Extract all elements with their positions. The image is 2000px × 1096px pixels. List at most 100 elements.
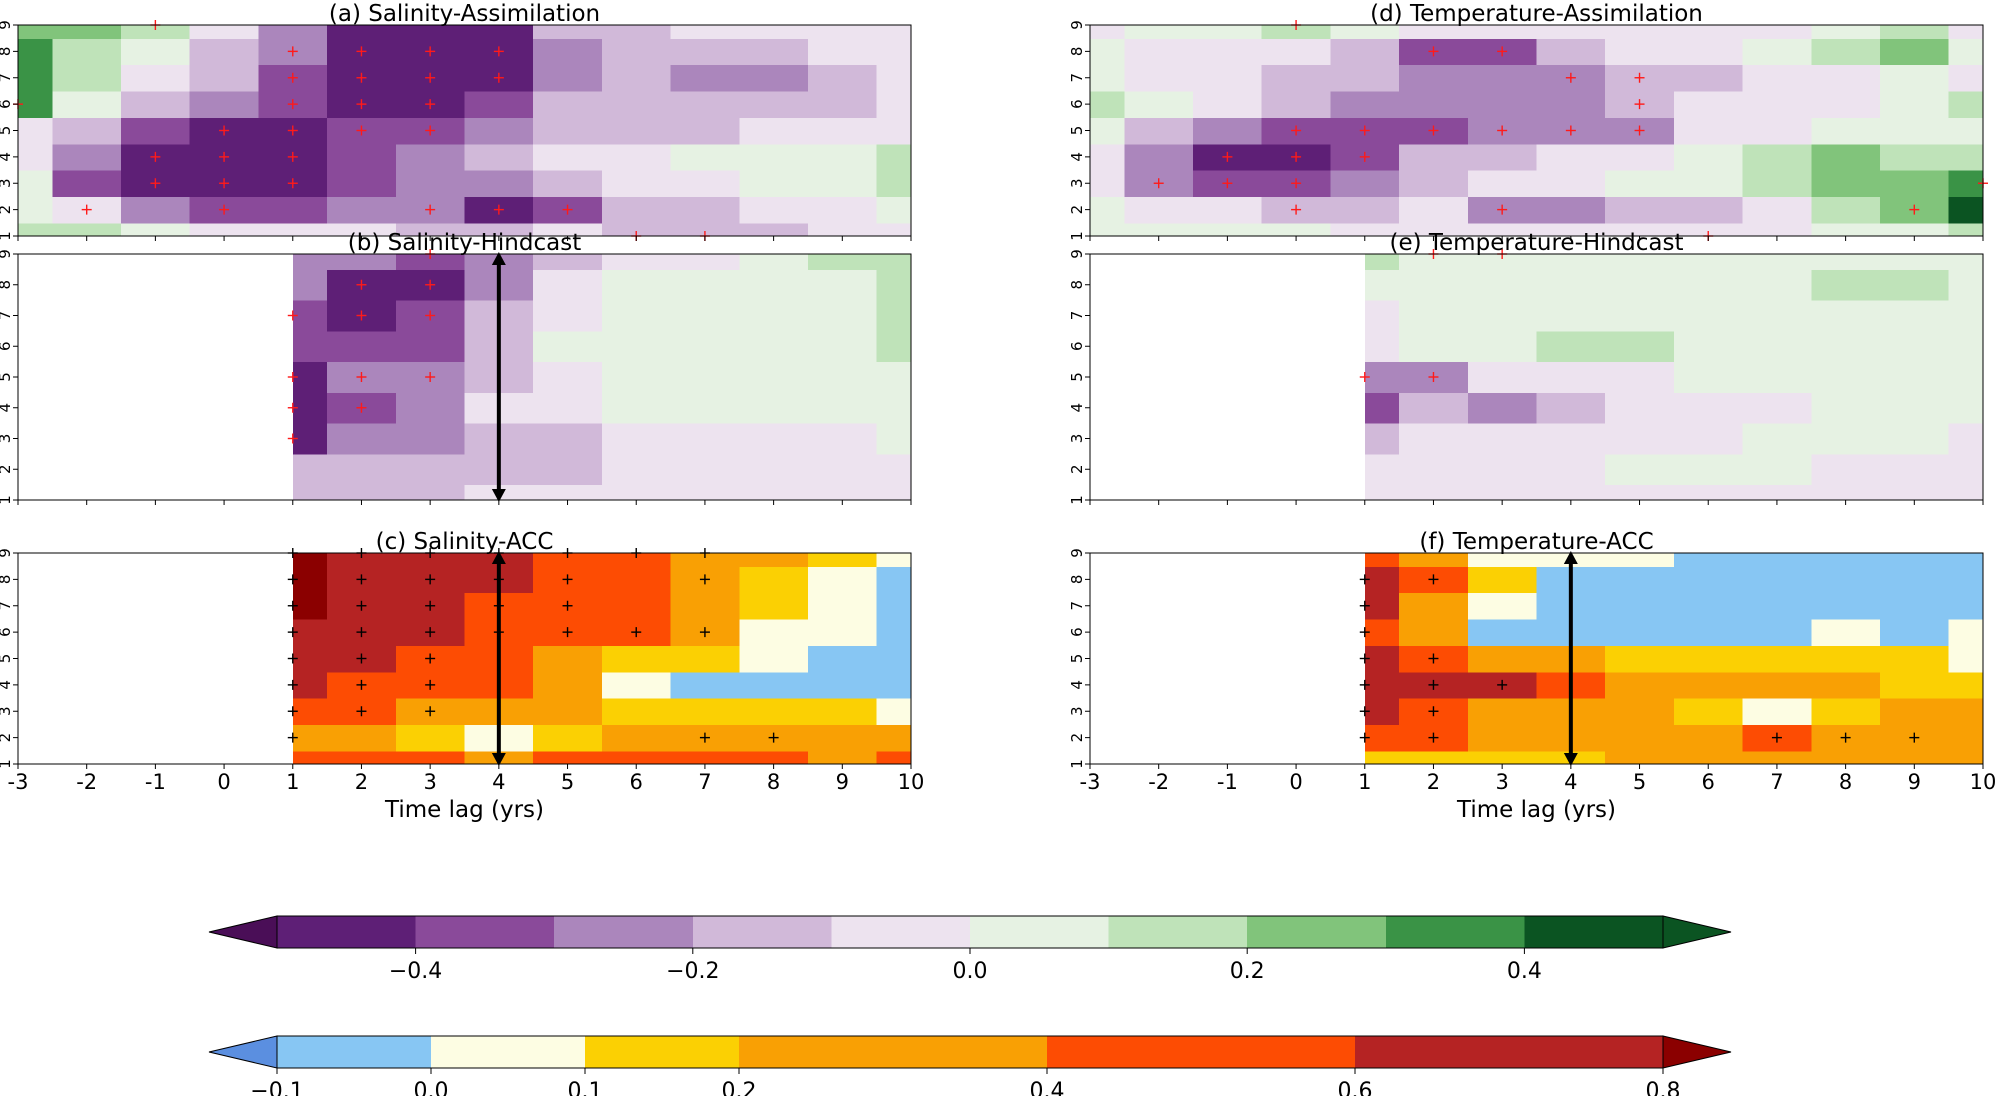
y-tick-label: 1: [0, 759, 14, 769]
heatmap-cell: [1948, 64, 1984, 92]
heatmap-cell: [1090, 222, 1125, 237]
heatmap-cell: [1467, 222, 1538, 237]
heatmap-cell: [1811, 566, 1881, 594]
panel-title: (b) Salinity-Hindcast: [348, 230, 581, 256]
heatmap-cell: [876, 64, 912, 92]
heatmap-cell: [670, 423, 740, 455]
heatmap-cell: [121, 25, 191, 39]
colorbar-extend-low: [208, 1035, 278, 1069]
heatmap-cell: [876, 453, 912, 486]
heatmap-cell: [292, 361, 328, 393]
heatmap-cell: [1811, 618, 1881, 646]
heatmap-cell: [739, 254, 809, 270]
heatmap-cell: [739, 38, 809, 66]
x-tick-label: 4: [1564, 770, 1577, 794]
significance-marker: [631, 627, 642, 638]
heatmap-cell: [1948, 254, 1984, 270]
y-tick-label: 6: [1068, 99, 1086, 109]
heatmap-cell: [1124, 222, 1194, 237]
heatmap-cell: [395, 254, 466, 270]
heatmap-cell: [739, 269, 809, 301]
heatmap-cell: [1605, 25, 1675, 39]
heatmap-cell: [1811, 90, 1881, 118]
heatmap-cell: [1742, 618, 1812, 646]
heatmap-cell: [1948, 553, 1984, 567]
significance-marker: [1359, 574, 1370, 585]
heatmap-cell: [1399, 196, 1469, 224]
heatmap-cell: [1948, 196, 1984, 224]
x-tick-label: 5: [561, 770, 574, 794]
colorbar-seq: −0.1 0.0 0.1 0.2 0.4 0.6 0.8: [208, 1035, 1732, 1096]
heatmap-cell: [1879, 750, 1950, 765]
y-tick-label: 7: [0, 73, 14, 83]
heatmap-cell: [395, 724, 466, 752]
significance-marker: [1909, 204, 1920, 215]
heatmap-cell: [1536, 25, 1606, 39]
significance-marker: [1153, 178, 1164, 189]
heatmap-cell: [121, 117, 191, 145]
significance-marker: [150, 151, 161, 162]
heatmap-cell: [1605, 38, 1675, 66]
significance-marker: [1565, 72, 1576, 83]
y-tick-label: 1: [1068, 759, 1086, 769]
heatmap-cell: [1399, 90, 1469, 118]
significance-marker: [493, 46, 504, 57]
heatmap-cell: [1605, 143, 1675, 171]
heatmap-cell: [876, 222, 912, 237]
heatmap-cell: [327, 143, 397, 171]
heatmap-cell: [1467, 392, 1538, 424]
colorbars: −0.4 −0.2 0.0 0.2 0.4 −0.1 0.0 0.1 0.2 0.4 0.6 0.8: [208, 915, 1732, 1096]
x-tick-label: 0: [217, 770, 230, 794]
heatmap-cell: [1090, 38, 1125, 66]
significance-marker: [493, 204, 504, 215]
heatmap-cell: [292, 645, 328, 673]
heatmap-cell: [876, 196, 912, 224]
heatmap-cell: [395, 170, 466, 198]
heatmap-cell: [1948, 38, 1984, 66]
heatmap-cell: [292, 453, 328, 486]
heatmap-cell: [52, 25, 122, 39]
significance-marker: [1359, 732, 1370, 743]
significance-marker: [1359, 600, 1370, 611]
heatmap-cell: [533, 143, 603, 171]
heatmap-cell: [601, 392, 672, 424]
heatmap-cell: [533, 553, 603, 567]
heatmap-cell: [601, 453, 672, 486]
heatmap-cell: [876, 671, 912, 699]
heatmap-cell: [1948, 423, 1984, 455]
heatmap-cell: [807, 645, 878, 673]
heatmap-cell: [327, 423, 397, 455]
heatmap-cell: [1364, 592, 1400, 620]
y-tick-label: 7: [1068, 73, 1086, 83]
y-tick-label: 2: [0, 733, 14, 743]
heatmap-cell: [601, 566, 672, 594]
heatmap-cell: [876, 645, 912, 673]
heatmap-cell: [807, 117, 878, 145]
heatmap-cell: [1193, 38, 1263, 66]
heatmap-cell: [1811, 553, 1881, 567]
heatmap-cell: [670, 196, 740, 224]
significance-marker: [356, 72, 367, 83]
heatmap-cell: [533, 484, 603, 501]
heatmap-cell: [601, 724, 672, 752]
significance-marker: [699, 574, 710, 585]
heatmap-cell: [1811, 698, 1881, 726]
heatmap-cell: [1536, 300, 1606, 332]
heatmap-cell: [1090, 117, 1125, 145]
heatmap-cell: [1467, 484, 1538, 501]
heatmap-cell: [1536, 330, 1606, 363]
heatmap-cells: [292, 553, 912, 765]
heatmap-cell: [395, 453, 466, 486]
colorbar-segment: [277, 1036, 432, 1068]
heatmap-cell: [670, 671, 740, 699]
heatmap-cell: [1364, 618, 1400, 646]
heatmap-cell: [1742, 330, 1812, 363]
significance-marker: [425, 46, 436, 57]
heatmap-cell: [1467, 330, 1538, 363]
heatmap-cell: [1811, 330, 1881, 363]
heatmap-cell: [1193, 222, 1263, 237]
significance-marker: [81, 204, 92, 215]
colorbar-segment: [554, 916, 694, 948]
heatmap-cell: [1948, 392, 1984, 424]
